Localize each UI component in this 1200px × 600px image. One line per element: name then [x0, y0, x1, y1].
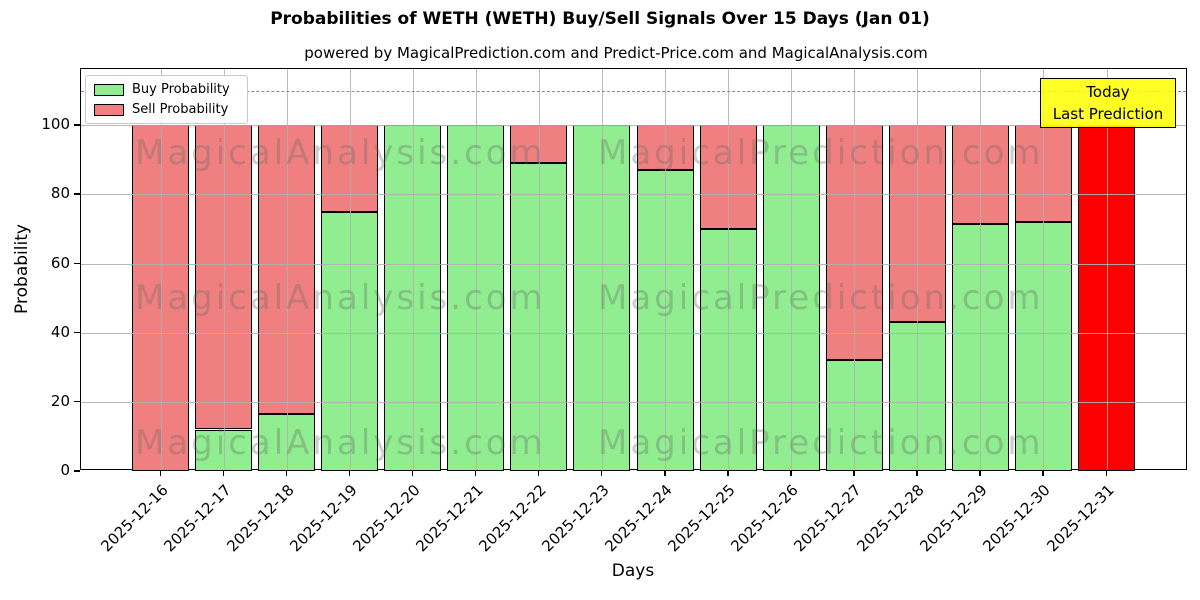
x-tick-label: 2025-12-24 — [601, 481, 676, 556]
x-tick-label: 2025-12-20 — [349, 481, 424, 556]
x-tick — [1105, 470, 1108, 476]
y-tick — [74, 331, 80, 334]
gridline-v — [475, 69, 477, 469]
buy-swatch-icon — [94, 83, 124, 96]
y-tick — [74, 193, 80, 195]
chart-subtitle: powered by MagicalPrediction.com and Pre… — [304, 44, 928, 62]
gridline-h — [81, 401, 1186, 403]
gridline-v — [349, 69, 351, 469]
x-tick — [853, 470, 855, 476]
x-tick — [348, 470, 351, 476]
x-tick — [474, 470, 477, 476]
x-tick-label: 2025-12-21 — [412, 481, 487, 556]
y-tick — [74, 124, 80, 126]
gridline-v — [1043, 69, 1045, 469]
gridline-v — [728, 69, 730, 469]
x-tick — [600, 470, 603, 476]
x-tick — [222, 470, 225, 476]
x-tick — [1042, 470, 1044, 476]
plot-area — [80, 68, 1187, 471]
gridline-v — [601, 69, 603, 469]
x-axis-label: Days — [611, 561, 655, 581]
today-annotation-box: Today Last Prediction — [1040, 78, 1176, 128]
x-tick — [537, 470, 540, 476]
chart-title: Probabilities of WETH (WETH) Buy/Sell Si… — [270, 9, 930, 29]
x-tick — [664, 470, 666, 476]
annotation-line-1: Today — [1086, 82, 1130, 101]
gridline-v — [538, 69, 540, 469]
x-tick-label: 2025-12-25 — [664, 481, 739, 556]
gridline-v — [160, 69, 162, 469]
legend-item-buy: Buy Probability — [94, 82, 239, 97]
y-tick — [74, 400, 80, 403]
x-tick-label: 2025-12-28 — [853, 481, 929, 556]
gridline-v — [412, 69, 414, 469]
y-tick-label: 0 — [60, 461, 70, 479]
x-tick — [159, 470, 161, 476]
x-tick-label: 2025-12-19 — [286, 481, 361, 556]
gridline-v — [791, 69, 793, 469]
legend-label-buy: Buy Probability — [132, 82, 230, 97]
y-tick — [74, 470, 80, 472]
x-tick-label: 2025-12-26 — [727, 481, 802, 556]
x-tick-label: 2025-12-30 — [979, 481, 1055, 556]
gridline-v — [286, 69, 288, 469]
dashed-threshold-line — [81, 90, 1186, 92]
y-axis-label: Probability — [12, 224, 32, 314]
y-tick-label: 20 — [50, 391, 70, 410]
gridline-v — [854, 69, 856, 469]
legend-item-sell: Sell Probability — [94, 102, 239, 117]
y-tick-label: 100 — [41, 115, 70, 134]
x-tick-label: 2025-12-27 — [790, 481, 865, 556]
annotation-line-2: Last Prediction — [1052, 105, 1164, 123]
gridline-v — [917, 69, 919, 469]
gridline-h — [81, 332, 1186, 334]
sell-swatch-icon — [94, 103, 124, 116]
gridline-h — [81, 263, 1186, 265]
y-tick-label: 80 — [50, 184, 70, 203]
y-tick-label: 40 — [50, 322, 70, 341]
x-tick — [285, 470, 288, 476]
x-tick — [727, 470, 729, 476]
x-tick-label: 2025-12-31 — [1042, 481, 1118, 556]
x-tick — [916, 470, 918, 476]
legend-label-sell: Sell Probability — [132, 102, 229, 117]
x-tick-label: 2025-12-16 — [96, 481, 172, 556]
y-tick-label: 60 — [50, 253, 70, 272]
x-tick-label: 2025-12-23 — [538, 481, 613, 556]
x-tick-label: 2025-12-22 — [475, 481, 550, 556]
legend: Buy Probability Sell Probability — [85, 75, 248, 124]
x-tick — [411, 470, 414, 476]
y-tick — [74, 262, 80, 265]
gridline-v — [223, 69, 225, 469]
x-tick — [979, 470, 981, 476]
gridline-h — [81, 125, 1186, 127]
gridline-h — [81, 194, 1186, 196]
x-tick — [790, 470, 792, 476]
gridline-v — [980, 69, 982, 469]
gridline-v — [1106, 69, 1108, 469]
gridline-v — [665, 69, 667, 469]
